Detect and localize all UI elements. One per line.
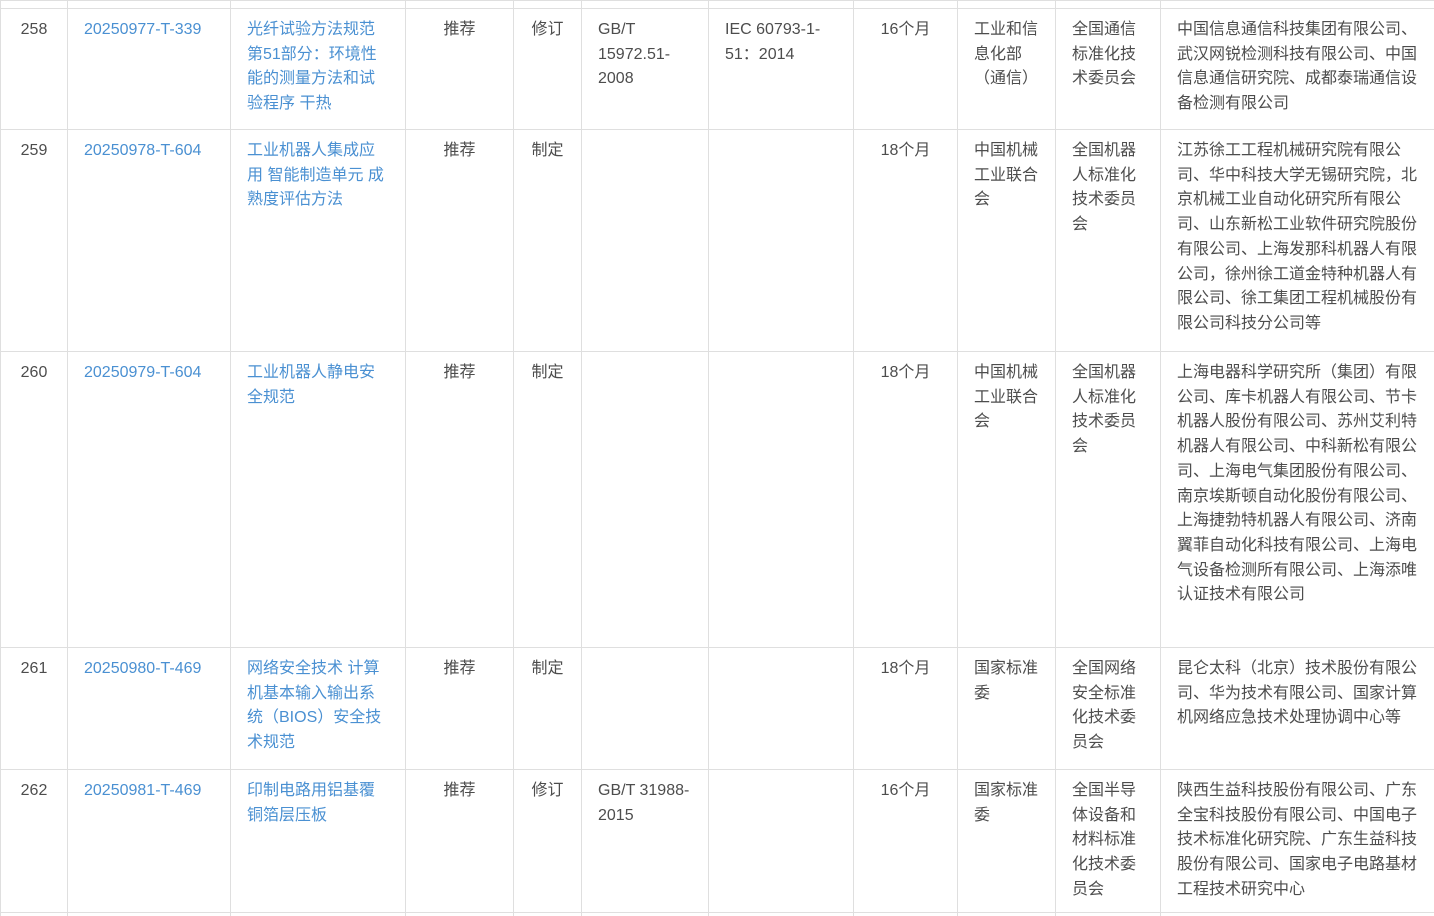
seq-cell: 262 bbox=[0, 769, 68, 913]
drafters-cell: 江苏徐工工程机械研究院有限公司、华中科技大学无锡研究院，北京机械工业自动化研究所… bbox=[1160, 129, 1434, 352]
plan-number-cell: 20250978-T-604 bbox=[67, 129, 231, 352]
empty-cell bbox=[1055, 0, 1161, 9]
empty-cell bbox=[67, 0, 231, 9]
duration-cell: 18个月 bbox=[853, 129, 958, 352]
empty-cell bbox=[230, 0, 406, 9]
empty-cell bbox=[957, 0, 1056, 9]
standard-name-cell: 工业机器人静电安全规范 bbox=[230, 351, 406, 648]
department-cell: 中国机械工业联合会 bbox=[957, 129, 1056, 352]
intl-standard-cell bbox=[708, 769, 854, 913]
department-cell: 中国机械工业联合会 bbox=[957, 351, 1056, 648]
plan-number-cell: 20250981-T-469 bbox=[67, 769, 231, 913]
table-row: 260 20250979-T-604 工业机器人静电安全规范 推荐 制定 18个… bbox=[0, 351, 1434, 648]
standard-name-link[interactable]: 工业机器人集成应用 智能制造单元 成熟度评估方法 bbox=[247, 142, 384, 209]
empty-cell bbox=[405, 911, 514, 916]
seq-cell: 261 bbox=[0, 647, 68, 770]
duration-cell: 16个月 bbox=[853, 8, 958, 130]
seq-cell: 260 bbox=[0, 351, 68, 648]
revised-standard-cell: GB/T 31988-2015 bbox=[581, 769, 709, 913]
empty-cell bbox=[0, 0, 68, 9]
seq-cell: 258 bbox=[0, 8, 68, 130]
empty-cell bbox=[1160, 911, 1434, 916]
committee-cell: 全国半导体设备和材料标准化技术委员会 bbox=[1055, 769, 1161, 913]
table-row: 261 20250980-T-469 网络安全技术 计算机基本输入输出系统（BI… bbox=[0, 647, 1434, 770]
intl-standard-cell bbox=[708, 647, 854, 770]
standard-name-cell: 印制电路用铝基覆铜箔层压板 bbox=[230, 769, 406, 913]
committee-cell: 全国通信标准化技术委员会 bbox=[1055, 8, 1161, 130]
table-row: 259 20250978-T-604 工业机器人集成应用 智能制造单元 成熟度评… bbox=[0, 129, 1434, 352]
plan-number-cell: 20250977-T-339 bbox=[67, 8, 231, 130]
committee-cell: 全国机器人标准化技术委员会 bbox=[1055, 129, 1161, 352]
empty-cell bbox=[708, 911, 854, 916]
table-row: 258 20250977-T-339 光纤试验方法规范 第51部分：环境性能的测… bbox=[0, 8, 1434, 130]
plan-number-link[interactable]: 20250980-T-469 bbox=[84, 660, 202, 677]
revised-standard-cell bbox=[581, 647, 709, 770]
intl-standard-cell: IEC 60793-1-51：2014 bbox=[708, 8, 854, 130]
property-cell: 推荐 bbox=[405, 647, 514, 770]
empty-cell bbox=[67, 911, 231, 916]
department-cell: 国家标准委 bbox=[957, 769, 1056, 913]
duration-cell: 18个月 bbox=[853, 351, 958, 648]
empty-cell bbox=[581, 911, 709, 916]
empty-cell bbox=[708, 0, 854, 9]
empty-cell bbox=[853, 0, 958, 9]
department-cell: 国家标准委 bbox=[957, 647, 1056, 770]
standard-name-link[interactable]: 光纤试验方法规范 第51部分：环境性能的测量方法和试验程序 干热 bbox=[247, 21, 377, 113]
type-cell: 修订 bbox=[513, 8, 582, 130]
drafters-cell: 上海电器科学研究所（集团）有限公司、库卡机器人有限公司、节卡机器人股份有限公司、… bbox=[1160, 351, 1434, 648]
plan-number-link[interactable]: 20250981-T-469 bbox=[84, 782, 202, 799]
partial-row-top bbox=[0, 0, 1434, 9]
revised-standard-cell bbox=[581, 129, 709, 352]
intl-standard-cell bbox=[708, 129, 854, 352]
plan-number-cell: 20250980-T-469 bbox=[67, 647, 231, 770]
standard-name-cell: 光纤试验方法规范 第51部分：环境性能的测量方法和试验程序 干热 bbox=[230, 8, 406, 130]
standard-name-link[interactable]: 工业机器人静电安全规范 bbox=[247, 364, 376, 406]
table-row: 262 20250981-T-469 印制电路用铝基覆铜箔层压板 推荐 修订 G… bbox=[0, 769, 1434, 913]
empty-cell bbox=[1055, 911, 1161, 916]
plan-number-link[interactable]: 20250979-T-604 bbox=[84, 364, 202, 381]
standard-name-link[interactable]: 印制电路用铝基覆铜箔层压板 bbox=[247, 782, 376, 824]
empty-cell bbox=[513, 911, 582, 916]
seq-cell: 259 bbox=[0, 129, 68, 352]
empty-cell bbox=[957, 911, 1056, 916]
plan-number-link[interactable]: 20250978-T-604 bbox=[84, 142, 202, 159]
type-cell: 修订 bbox=[513, 769, 582, 913]
intl-standard-cell bbox=[708, 351, 854, 648]
revised-standard-cell: GB/T 15972.51-2008 bbox=[581, 8, 709, 130]
empty-cell bbox=[0, 911, 68, 916]
drafters-cell: 陕西生益科技股份有限公司、广东全宝科技股份有限公司、中国电子技术标准化研究院、广… bbox=[1160, 769, 1434, 913]
committee-cell: 全国机器人标准化技术委员会 bbox=[1055, 351, 1161, 648]
standard-name-link[interactable]: 网络安全技术 计算机基本输入输出系统（BIOS）安全技术规范 bbox=[247, 660, 382, 752]
empty-cell bbox=[1160, 0, 1434, 9]
type-cell: 制定 bbox=[513, 129, 582, 352]
empty-cell bbox=[513, 0, 582, 9]
empty-cell bbox=[581, 0, 709, 9]
type-cell: 制定 bbox=[513, 351, 582, 648]
property-cell: 推荐 bbox=[405, 769, 514, 913]
plan-number-link[interactable]: 20250977-T-339 bbox=[84, 21, 202, 38]
type-cell: 制定 bbox=[513, 647, 582, 770]
committee-cell: 全国网络安全标准化技术委员会 bbox=[1055, 647, 1161, 770]
duration-cell: 16个月 bbox=[853, 769, 958, 913]
partial-row-bottom bbox=[0, 911, 1434, 916]
property-cell: 推荐 bbox=[405, 129, 514, 352]
standard-name-cell: 工业机器人集成应用 智能制造单元 成熟度评估方法 bbox=[230, 129, 406, 352]
drafters-cell: 中国信息通信科技集团有限公司、武汉网锐检测科技有限公司、中国信息通信研究院、成都… bbox=[1160, 8, 1434, 130]
duration-cell: 18个月 bbox=[853, 647, 958, 770]
plan-number-cell: 20250979-T-604 bbox=[67, 351, 231, 648]
property-cell: 推荐 bbox=[405, 8, 514, 130]
revised-standard-cell bbox=[581, 351, 709, 648]
empty-cell bbox=[230, 911, 406, 916]
property-cell: 推荐 bbox=[405, 351, 514, 648]
department-cell: 工业和信息化部（通信） bbox=[957, 8, 1056, 130]
drafters-cell: 昆仑太科（北京）技术股份有限公司、华为技术有限公司、国家计算机网络应急技术处理协… bbox=[1160, 647, 1434, 770]
empty-cell bbox=[405, 0, 514, 9]
empty-cell bbox=[853, 911, 958, 916]
standard-name-cell: 网络安全技术 计算机基本输入输出系统（BIOS）安全技术规范 bbox=[230, 647, 406, 770]
